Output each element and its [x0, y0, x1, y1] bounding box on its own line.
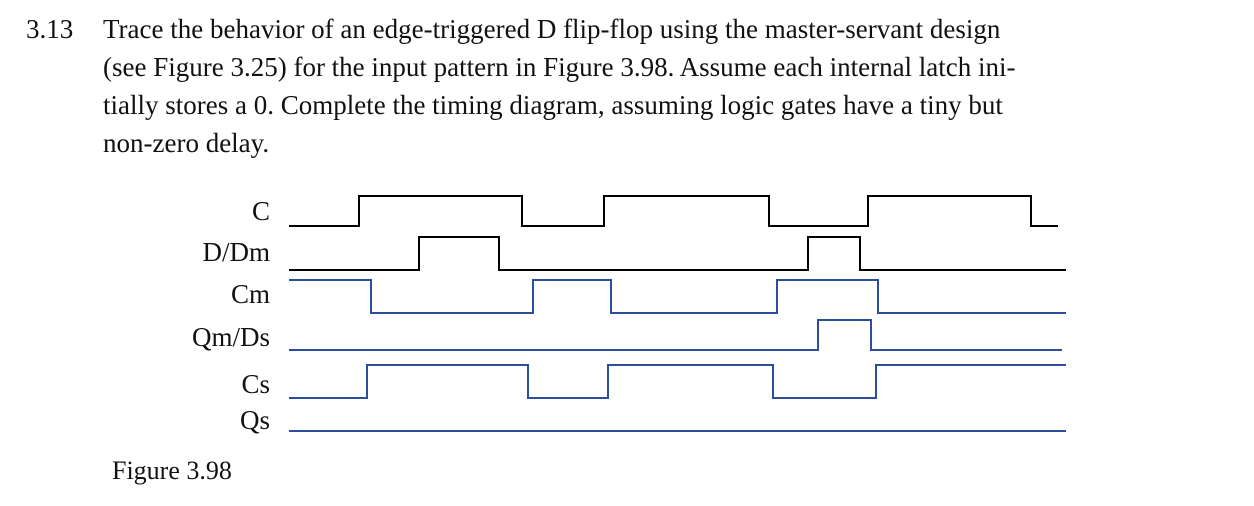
- signal-labels: C D/Dm Cm Qm/Ds Cs Qs: [100, 0, 270, 506]
- waveform-qm-ds: [289, 319, 1062, 351]
- problem-statement: 3.13 Trace the behavior of an edge-trigge…: [26, 10, 1166, 162]
- problem-line-1: 3.13 Trace the behavior of an edge-trigge…: [26, 10, 1166, 48]
- figure-caption: Figure 3.98: [112, 456, 232, 485]
- signal-label-cs: Cs: [241, 369, 270, 399]
- problem-number: 3.13: [26, 14, 74, 44]
- waveform-d-dm: [289, 236, 1066, 271]
- problem-line-2: (see Figure 3.25) for the input pattern …: [103, 52, 1016, 82]
- signal-label-d-dm: D/Dm: [202, 237, 271, 267]
- waveform-cs: [289, 364, 1066, 399]
- problem-text-line-1: Trace the behavior of an edge-triggered …: [103, 14, 1001, 44]
- signal-label-qs: Qs: [239, 405, 270, 435]
- waveform-c: [289, 195, 1058, 227]
- problem-line-3: tially stores a 0. Complete the timing d…: [103, 90, 1003, 120]
- signal-label-qm-ds: Qm/Ds: [191, 322, 270, 352]
- waveform-cm: [289, 279, 1066, 314]
- signal-label-c: C: [251, 196, 270, 226]
- problem-line-4: non-zero delay.: [103, 128, 270, 158]
- signal-label-cm: Cm: [230, 279, 270, 309]
